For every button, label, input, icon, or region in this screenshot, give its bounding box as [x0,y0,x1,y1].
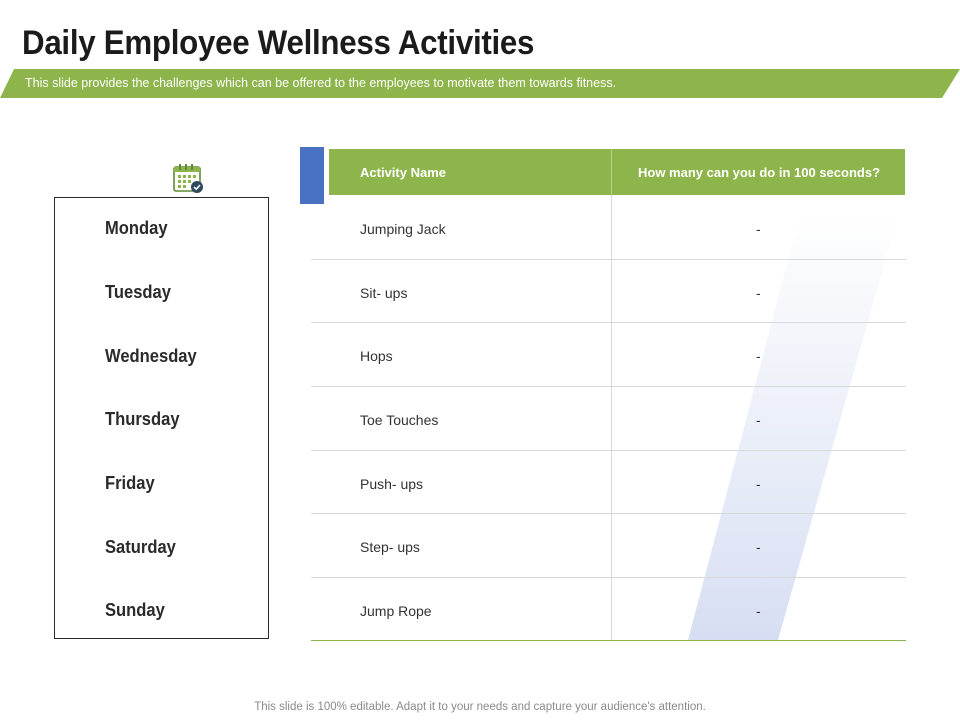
day-thursday: Thursday [105,409,180,429]
row-separator [311,513,906,514]
day-friday: Friday [105,473,155,493]
header-count: How many can you do in 100 seconds? [638,165,881,180]
day-saturday: Saturday [105,537,176,557]
column-divider [611,195,612,641]
subtitle-banner: This slide provides the challenges which… [0,69,960,98]
table-row-count: - [756,539,761,555]
day-sunday: Sunday [105,600,165,620]
table-row-activity: Jump Rope [360,603,432,619]
row-separator [311,259,906,260]
row-separator [311,386,906,387]
slide-subtitle: This slide provides the challenges which… [25,76,617,90]
table-bottom-border [311,640,906,641]
table-row-count: - [756,285,761,301]
days-list: Monday Tuesday Wednesday Thursday Friday… [54,197,269,639]
header-activity-name: Activity Name [360,165,446,180]
header-accent-tab [300,147,324,204]
table-header [329,149,905,195]
slide-footer: This slide is 100% editable. Adapt it to… [254,701,706,713]
table-row-activity: Step- ups [360,539,420,555]
table-row-count: - [756,412,761,428]
day-wednesday: Wednesday [105,346,197,366]
day-tuesday: Tuesday [105,282,171,302]
slide-title: Daily Employee Wellness Activities [22,24,535,62]
table-row-count: - [756,476,761,492]
row-separator [311,322,906,323]
table-row-activity: Jumping Jack [360,221,446,237]
calendar-check-icon [172,162,204,194]
table-row-activity: Sit- ups [360,285,408,301]
subtitle-banner-shape [0,69,960,98]
table-row-activity: Hops [360,348,393,364]
table-row-count: - [756,221,761,237]
table-row-activity: Push- ups [360,476,424,492]
table-row-count: - [756,348,761,364]
header-column-divider [611,149,612,195]
table-row-count: - [756,603,761,619]
row-separator [311,450,906,451]
row-separator [311,577,906,578]
day-monday: Monday [105,218,168,238]
table-row-activity: Toe Touches [360,412,439,428]
